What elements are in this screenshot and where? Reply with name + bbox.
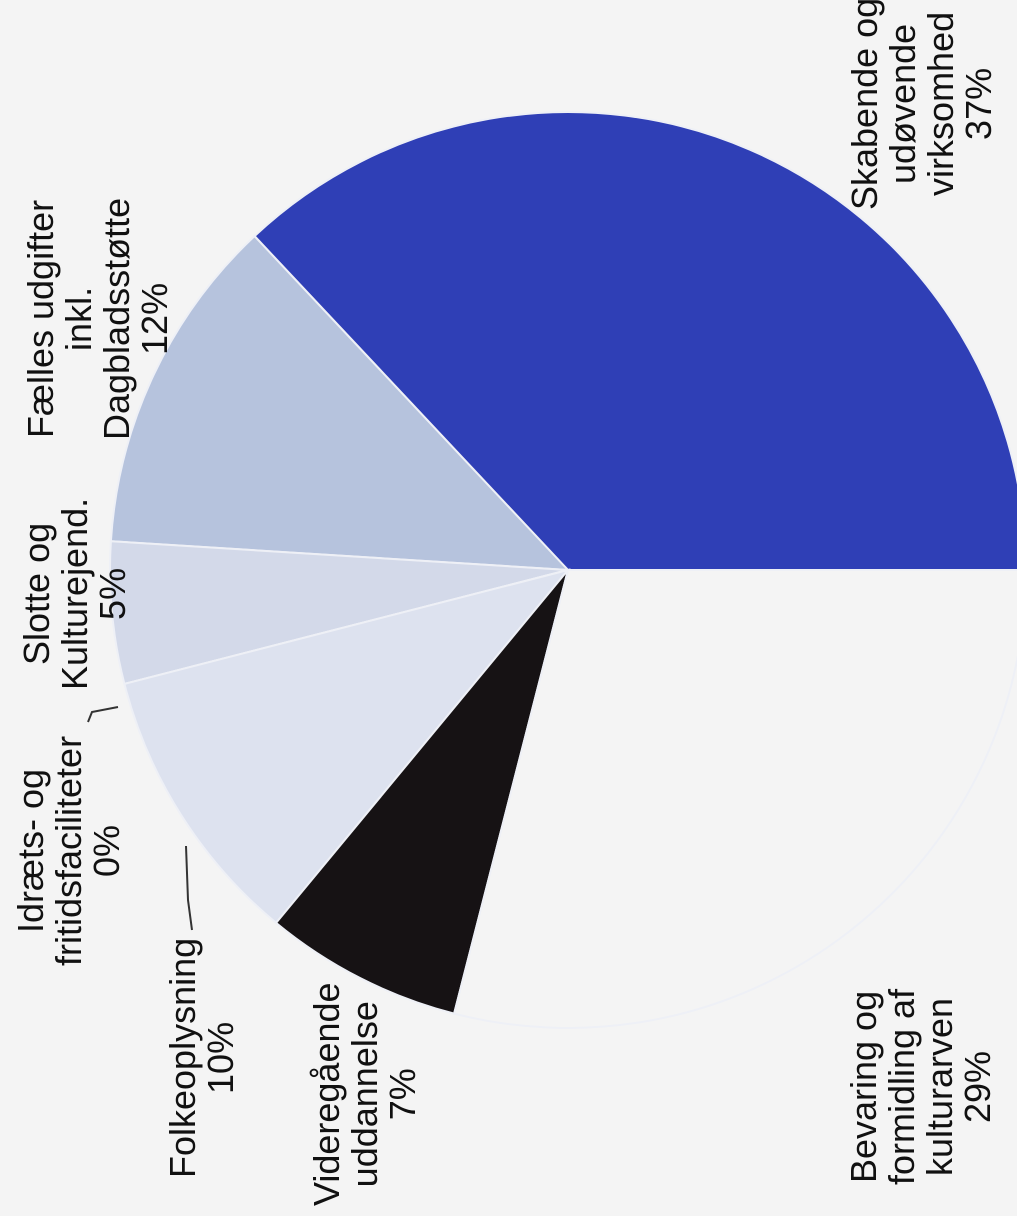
slice-skabende: [253, 111, 1017, 571]
slice-folkeoplysning: [123, 568, 571, 925]
label-videregaaende: Videregående uddannelse 7%: [306, 982, 423, 1206]
label-folkeoplysning: Folkeoplysning 10%: [162, 937, 241, 1178]
label-bevaring: Bevaring og formidling af kulturarven 29…: [843, 988, 998, 1185]
leader-line-folkeoplysning: [185, 845, 193, 931]
slice-bevaring: [452, 569, 1017, 1029]
label-skabende: Skabende og udøvende virksomhed 37%: [844, 0, 999, 210]
label-idraets: Idræts- og fritidsfaciliteter 0%: [10, 735, 127, 966]
slice-slotte: [109, 540, 569, 686]
slice-videregaaende: [274, 569, 569, 1015]
label-faelles: Fælles udgifter inkl. Dagbladsstøtte 12%: [20, 197, 175, 440]
label-slotte: Slotte og Kulturejend. 5%: [16, 497, 133, 690]
leader-line-idraets: [87, 706, 119, 723]
slice-faelles: [109, 234, 571, 572]
